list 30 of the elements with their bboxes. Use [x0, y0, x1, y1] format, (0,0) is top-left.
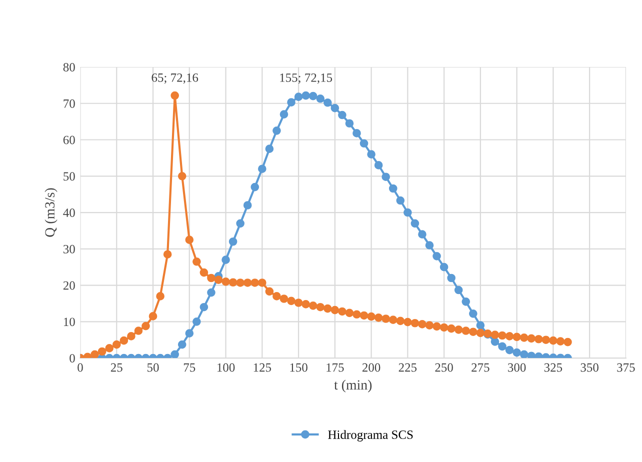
- x-tick-label: 175: [326, 363, 344, 372]
- y-tick-label: 20: [63, 281, 75, 290]
- x-tick-label: 25: [110, 363, 122, 372]
- x-tick-label: 300: [508, 363, 526, 372]
- y-axis-title: Q (m3/s): [44, 188, 58, 237]
- x-tick-label: 150: [290, 363, 308, 372]
- x-tick-label: 125: [254, 363, 272, 372]
- annotation: 155; 72,15: [280, 74, 332, 84]
- x-tick-label: 325: [544, 363, 562, 372]
- y-tick-label: 80: [63, 63, 75, 72]
- x-tick-label: 75: [184, 363, 196, 372]
- y-tick-label: 40: [63, 208, 75, 217]
- x-tick-label: 0: [78, 363, 83, 372]
- y-tick-label: 60: [63, 136, 75, 144]
- x-tick-label: 375: [617, 363, 635, 372]
- x-tick-label: 100: [217, 363, 235, 372]
- y-tick-label: 50: [64, 172, 75, 181]
- x-tick-label: 200: [362, 363, 380, 372]
- y-tick-label: 0: [70, 354, 75, 363]
- annotation: 65; 72,16: [152, 73, 198, 84]
- x-tick-label: 225: [398, 363, 417, 372]
- x-tick-label: 50: [147, 363, 159, 372]
- y-tick-label: 70: [64, 99, 75, 108]
- y-tick-label: 30: [63, 244, 75, 254]
- x-tick-label: 350: [580, 363, 598, 372]
- y-tick-label: 10: [64, 318, 75, 326]
- x-tick-label: 275: [472, 363, 490, 372]
- x-axis-title: t (min): [334, 380, 372, 392]
- legend-label: Hidrograma SCS: [328, 430, 413, 442]
- x-tick-label: 250: [435, 363, 453, 372]
